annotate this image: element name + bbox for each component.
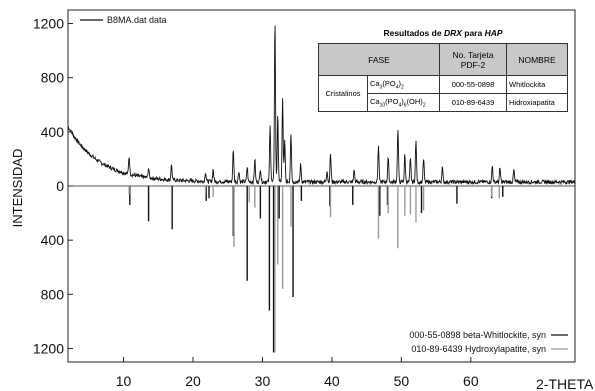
y-tick-label: 400	[41, 232, 65, 248]
name-cell: Whitlockita	[506, 75, 568, 94]
legend-top: B8MA.dat data	[80, 15, 167, 25]
series-hydroxylapatite	[128, 186, 500, 353]
header-fase: FASE	[318, 43, 440, 76]
phase-table-grid: FASE No. Tarjeta PDF-2 NOMBRE Cristalino…	[318, 43, 568, 112]
y-tick-label: 800	[41, 286, 65, 302]
y-tick-label: 1200	[33, 340, 64, 356]
header-nombre: NOMBRE	[506, 43, 568, 76]
series-layer	[67, 25, 576, 353]
formula-cell: Ca3(PO4)2	[367, 75, 440, 94]
series-line-observed	[67, 25, 576, 186]
card-cell: 000-55-0898	[439, 75, 507, 94]
y-tick-label: 1200	[33, 16, 64, 32]
legend-label: 010-89-6439 Hydroxylapatite, syn	[411, 344, 546, 354]
x-tick-label: 60	[463, 373, 479, 389]
x-tick-label: 10	[116, 373, 132, 389]
table-row: Cristalinos Ca3(PO4)2 000-55-0898 Whitlo…	[318, 75, 568, 112]
legend-top-label: B8MA.dat data	[107, 15, 167, 25]
phase-table: Resultados de DRX para HAP FASE No. Tarj…	[318, 28, 568, 112]
y-tick-label: 0	[56, 178, 64, 194]
x-tick-label: 50	[394, 373, 410, 389]
formula-cell: Ca10(PO4)6(OH)2	[367, 93, 440, 112]
legend-bottom: 000-55-0898 beta-Whitlockite, syn 010-89-…	[409, 330, 568, 354]
y-tick-label: 400	[41, 124, 65, 140]
x-tick-label: 20	[185, 373, 201, 389]
header-card: No. Tarjeta PDF-2	[439, 43, 507, 76]
table-row: Ca10(PO4)6(OH)2 010-89-6439 Hidroxiapati…	[319, 93, 568, 112]
series-whitlockite	[129, 186, 504, 353]
y-axis-label: INTENSIDAD	[10, 149, 25, 228]
card-cell: 010-89-6439	[439, 93, 507, 112]
x-axis-label: 2-THETA	[536, 376, 594, 391]
x-tick-label: 30	[255, 373, 271, 389]
group-label: Cristalinos	[318, 75, 368, 112]
legend-label: 000-55-0898 beta-Whitlockite, syn	[409, 330, 546, 340]
y-tick-label: 800	[41, 70, 65, 86]
plot-area: 1200 800 400 0 400 800 1200 10 20 30 40 50 60	[33, 9, 576, 389]
name-cell: Hidroxiapatita	[506, 93, 568, 112]
table-header-row: FASE No. Tarjeta PDF-2 NOMBRE	[318, 43, 568, 76]
x-tick-label: 40	[324, 373, 340, 389]
axis-layer: 1200 800 400 0 400 800 1200 10 20 30 40 50 60	[33, 16, 479, 389]
table-title: Resultados de DRX para HAP	[383, 28, 503, 38]
